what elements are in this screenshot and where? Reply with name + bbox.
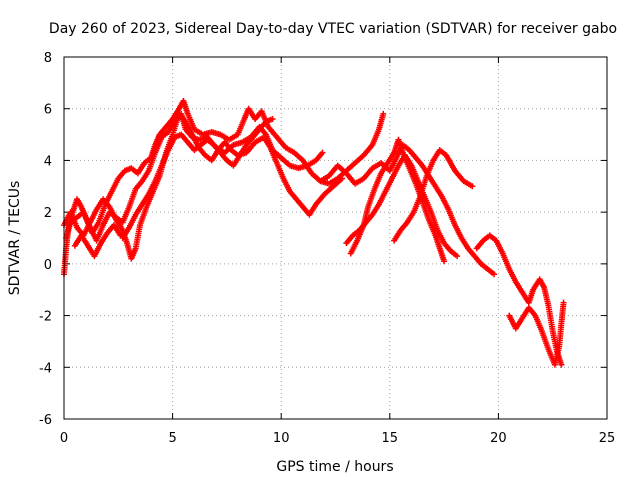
x-tick-label: 0 [60,431,68,446]
series-track-11 [71,222,124,260]
y-tick-label: 8 [44,51,52,66]
y-tick-label: 4 [44,154,52,169]
series-track-7 [347,136,448,265]
y-tick-label: -6 [39,413,52,428]
x-tick-label: 5 [168,431,176,446]
x-tick-label: 20 [490,431,507,446]
series-track-1 [61,97,387,278]
y-axis-label: SDTVAR / TECUs [7,181,23,296]
x-axis-label: GPS time / hours [276,459,393,475]
data-point [491,271,498,278]
data-point [558,361,565,368]
data-point [269,116,276,123]
y-tick-label: 6 [44,103,52,118]
plot-frame [63,56,608,420]
x-tick-label: 10 [273,431,290,446]
axis-ticks: 0 5 10 15 20 25 -6 -4 -2 0 2 4 6 8 [39,51,615,446]
series-track-9 [473,232,565,368]
grid [64,57,607,419]
data-marks [61,97,567,368]
x-tick-label: 25 [599,431,616,446]
data-point [117,232,124,239]
series-track-6 [343,152,461,260]
data-point [441,258,448,265]
series-track-8 [391,147,476,244]
y-tick-label: 2 [44,206,52,221]
y-tick-label: -2 [39,310,52,325]
y-tick-label: 0 [44,258,52,273]
data-point [560,299,567,306]
series-track-4 [119,116,276,241]
data-point [319,149,326,156]
y-tick-label: -4 [39,361,52,376]
data-point [469,183,476,190]
x-tick-label: 15 [382,431,399,446]
data-point [454,253,461,260]
data-point [380,110,387,117]
chart-title: Day 260 of 2023, Sidereal Day-to-day VTE… [49,21,617,37]
data-point [339,175,346,182]
series-track-10 [506,299,567,368]
